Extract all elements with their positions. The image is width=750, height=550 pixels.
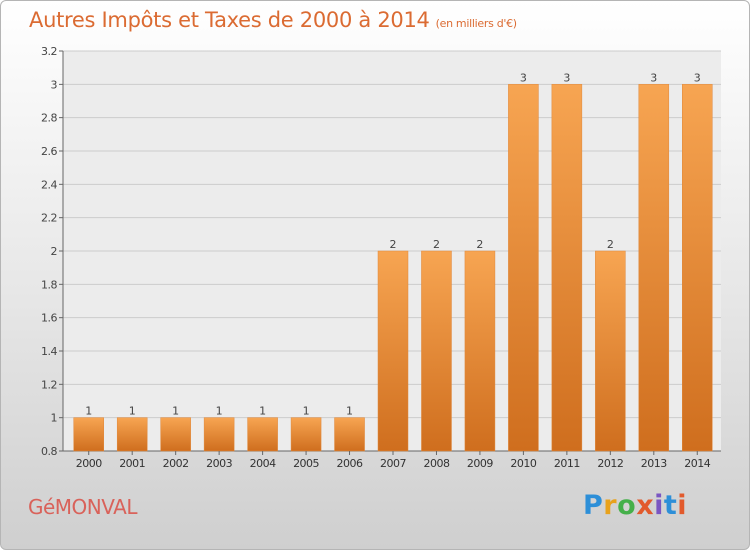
- data-label: 1: [303, 405, 310, 418]
- x-tick-label: 2014: [684, 457, 710, 470]
- x-tick-label: 2009: [467, 457, 493, 470]
- bar: [595, 250, 626, 452]
- data-label: 1: [172, 405, 179, 418]
- data-label: 1: [85, 405, 92, 418]
- y-tick-label: 3: [51, 78, 58, 91]
- y-tick-label: 3.2: [41, 45, 57, 58]
- x-tick-label: 2001: [119, 457, 145, 470]
- x-tick-label: 2011: [554, 457, 580, 470]
- bar: [290, 417, 322, 452]
- x-tick-label: 2010: [510, 457, 536, 470]
- data-label: 3: [520, 71, 527, 84]
- y-tick-label: 2.6: [41, 145, 57, 158]
- bar: [377, 250, 409, 452]
- bar: [160, 417, 191, 452]
- x-tick-label: 2000: [76, 457, 102, 470]
- y-tick-label: 0.8: [41, 445, 57, 458]
- chart-unit: (en milliers d'€): [435, 17, 517, 30]
- bar: [334, 417, 365, 452]
- data-label: 1: [259, 405, 266, 418]
- bar: [508, 84, 539, 452]
- bar: [464, 250, 496, 452]
- bar: [551, 84, 583, 452]
- bar: [247, 417, 278, 452]
- x-tick-label: 2003: [206, 457, 232, 470]
- x-tick-label: 2013: [641, 457, 667, 470]
- data-label: 2: [476, 238, 483, 251]
- data-label: 1: [216, 405, 223, 418]
- y-tick-label: 2: [51, 245, 58, 258]
- data-label: 1: [129, 405, 136, 418]
- y-tick-label: 2.4: [41, 178, 57, 191]
- x-tick-label: 2005: [293, 457, 319, 470]
- x-tick-label: 2004: [250, 457, 276, 470]
- logo-letter: x: [636, 490, 655, 521]
- y-tick-label: 1.8: [41, 278, 57, 291]
- bar: [682, 84, 713, 452]
- data-label: 3: [563, 71, 570, 84]
- y-tick-label: 1: [51, 412, 58, 425]
- logo-letter: P: [583, 490, 604, 521]
- data-label: 2: [607, 238, 614, 251]
- y-tick-label: 2.8: [41, 112, 57, 125]
- x-tick-label: 2007: [380, 457, 406, 470]
- data-label: 1: [346, 405, 353, 418]
- x-tick-label: 2012: [597, 457, 623, 470]
- bar: [203, 417, 235, 452]
- chart-title: Autres Impôts et Taxes de 2000 à 2014 (en…: [29, 8, 517, 32]
- data-label: 2: [433, 238, 440, 251]
- bar: [421, 250, 452, 452]
- bar: [116, 417, 148, 452]
- x-tick-label: 2002: [163, 457, 189, 470]
- x-tick-label: 2006: [337, 457, 363, 470]
- y-tick-label: 1.6: [41, 312, 57, 325]
- logo-letter: i: [654, 490, 664, 521]
- logo-letter: r: [603, 490, 618, 521]
- data-label: 3: [650, 71, 657, 84]
- data-label: 2: [390, 238, 397, 251]
- data-label: 3: [694, 71, 701, 84]
- logo-letter: t: [663, 490, 678, 521]
- chart-title-text: Autres Impôts et Taxes de 2000 à 2014: [29, 8, 430, 32]
- logo-letter: i: [677, 490, 688, 521]
- logo-letter: o: [617, 490, 637, 521]
- y-tick-label: 1.4: [41, 345, 57, 358]
- commune-name: GéMONVAL: [28, 495, 138, 519]
- y-tick-label: 1.2: [41, 378, 57, 391]
- bar: [73, 417, 104, 452]
- bar: [638, 84, 670, 452]
- y-tick-label: 2.2: [41, 212, 57, 225]
- proxiti-logo: Proxiti: [583, 490, 687, 521]
- x-tick-label: 2008: [423, 457, 449, 470]
